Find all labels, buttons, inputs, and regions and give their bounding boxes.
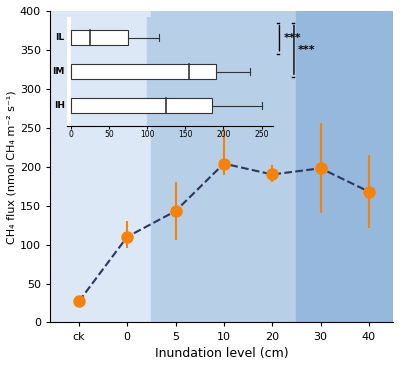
Text: ***: *** xyxy=(283,33,301,43)
Bar xyxy=(50,11,151,323)
Bar xyxy=(151,11,296,323)
Y-axis label: CH₄ flux (nmol CH₄ m⁻² s⁻¹): CH₄ flux (nmol CH₄ m⁻² s⁻¹) xyxy=(7,90,17,244)
Bar xyxy=(296,11,393,323)
X-axis label: Inundation level (cm): Inundation level (cm) xyxy=(155,347,288,360)
Text: ***: *** xyxy=(298,45,316,55)
